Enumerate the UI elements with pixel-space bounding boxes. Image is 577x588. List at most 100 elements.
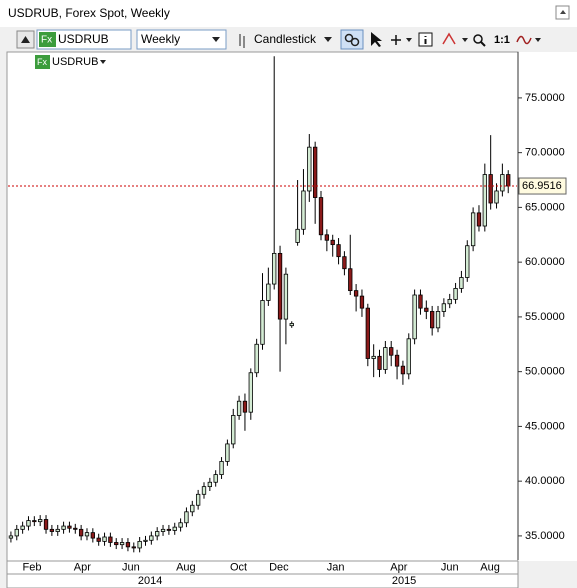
candle-body xyxy=(312,146,318,198)
candle-body xyxy=(38,519,43,523)
window-button-icon xyxy=(560,10,566,14)
x-tick-label: Oct xyxy=(230,561,247,573)
symbol-input[interactable] xyxy=(36,29,132,50)
candle-body xyxy=(342,256,347,270)
x-tick-label: Jan xyxy=(327,561,345,573)
candle-body xyxy=(149,535,154,541)
candle-body xyxy=(78,528,84,537)
legend-icon-text: Fx xyxy=(37,57,47,67)
cursor-icon[interactable] xyxy=(371,32,382,47)
candle-body xyxy=(190,504,195,513)
candle-body xyxy=(330,239,335,246)
x-tick-label: Jun xyxy=(122,561,140,573)
candle-body xyxy=(500,174,505,192)
candle-body xyxy=(494,190,499,204)
y-tick-label: 50.0000 xyxy=(525,366,565,378)
fx-text: Fx xyxy=(41,35,52,46)
candle-body xyxy=(166,528,172,531)
candle-icon xyxy=(239,34,245,48)
candle-body xyxy=(470,212,476,247)
candle-body xyxy=(453,288,458,300)
x-tick-label: Apr xyxy=(74,561,91,573)
candle-body xyxy=(394,354,400,367)
candle-body xyxy=(225,443,230,462)
candle-body xyxy=(160,528,166,532)
interval-select[interactable] xyxy=(136,29,227,50)
candle-body xyxy=(108,536,113,543)
zoom-icon[interactable] xyxy=(473,34,483,44)
x-tick-label: Apr xyxy=(390,561,407,573)
candle-body xyxy=(20,525,25,530)
candle-body xyxy=(260,300,265,345)
candle-body xyxy=(201,486,207,495)
candle-body xyxy=(14,528,19,537)
legend-label[interactable]: USDRUB xyxy=(52,56,98,68)
y-tick-label: 60.0000 xyxy=(525,256,565,268)
icon xyxy=(344,33,354,43)
candle-body xyxy=(389,347,394,356)
candle-body xyxy=(307,146,312,192)
chart-style-text[interactable]: Candlestick xyxy=(254,32,317,46)
study-icon[interactable] xyxy=(516,35,532,45)
candle-body xyxy=(26,520,31,527)
candle-body xyxy=(248,372,253,413)
candle-body xyxy=(441,303,447,312)
candle-body xyxy=(155,531,160,537)
x-tick-label: Aug xyxy=(176,561,196,573)
dropdown-arrow xyxy=(324,37,332,42)
candle-body xyxy=(488,174,493,204)
candle-body xyxy=(476,212,482,227)
candle-body xyxy=(336,244,341,258)
candle-body xyxy=(353,290,359,297)
candle-body xyxy=(61,525,66,530)
candle-body xyxy=(207,481,213,488)
price-axis xyxy=(518,52,577,561)
candle-body xyxy=(55,528,60,532)
y-tick-label: 35.0000 xyxy=(525,530,565,542)
x-tick-label: Feb xyxy=(23,561,42,573)
candle-body xyxy=(242,400,248,413)
candle-body xyxy=(277,252,283,320)
crosshair-icon[interactable] xyxy=(391,35,401,45)
candle-body xyxy=(178,522,183,528)
y-tick-label: 40.0000 xyxy=(525,475,565,487)
toolbar: Fx USDRUB Weekly Candlestick 1:1 xyxy=(16,29,541,50)
candle-body xyxy=(324,234,330,241)
dropdown-arrow xyxy=(462,38,468,42)
candle-body xyxy=(125,542,131,548)
candle-body xyxy=(406,338,411,375)
last-price-box xyxy=(518,177,567,195)
legend-icon xyxy=(35,55,50,69)
candle-body xyxy=(184,511,189,524)
x-tick-label: Jun xyxy=(441,561,459,573)
candle-body xyxy=(447,298,452,305)
candle-body xyxy=(289,323,294,327)
candle-body xyxy=(365,307,370,359)
draw-icon[interactable] xyxy=(442,32,456,45)
last-price-label: 66.9516 xyxy=(522,180,562,192)
candle-body xyxy=(195,493,201,506)
candle-body xyxy=(143,539,148,542)
candle-body xyxy=(318,197,324,236)
candle-body xyxy=(266,283,271,301)
candle-body xyxy=(84,532,90,537)
candle-body xyxy=(67,525,72,529)
candle-body xyxy=(301,190,306,230)
candle-body xyxy=(348,268,353,292)
candle-body xyxy=(213,474,218,483)
y-tick-label: 65.0000 xyxy=(525,201,565,213)
candle-body xyxy=(482,174,487,227)
y-tick-label: 45.0000 xyxy=(525,420,565,432)
candle-body xyxy=(8,535,14,539)
zoom-text[interactable]: 1:1 xyxy=(494,34,510,46)
candle-body xyxy=(383,347,388,370)
candle-body xyxy=(114,542,119,546)
candle-body xyxy=(236,400,242,416)
fx-icon xyxy=(39,32,56,47)
candle-body xyxy=(73,527,78,530)
candle-body xyxy=(435,311,441,329)
candle-body xyxy=(359,295,365,309)
candle-body xyxy=(459,277,464,289)
candle-body xyxy=(131,546,136,549)
